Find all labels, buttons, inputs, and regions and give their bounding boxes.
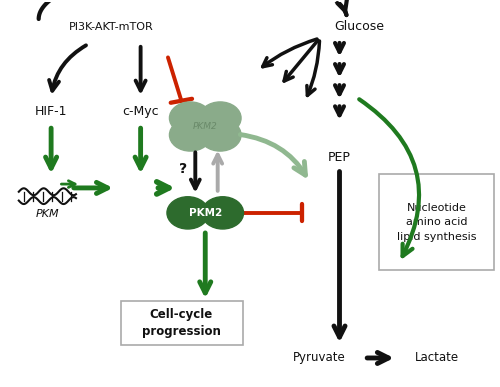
Text: PI3K-AKT-mTOR: PI3K-AKT-mTOR (68, 22, 153, 32)
Circle shape (170, 119, 211, 151)
FancyBboxPatch shape (380, 175, 494, 271)
Circle shape (200, 102, 241, 134)
Circle shape (200, 119, 241, 151)
Text: PEP: PEP (328, 151, 351, 164)
Text: Nucleotide
amino acid
lipid synthesis: Nucleotide amino acid lipid synthesis (396, 203, 476, 242)
Text: PKM: PKM (36, 209, 59, 219)
Circle shape (170, 102, 211, 134)
Text: Pyruvate: Pyruvate (293, 351, 346, 365)
FancyBboxPatch shape (120, 301, 242, 345)
Circle shape (167, 197, 208, 229)
Text: Glucose: Glucose (334, 20, 384, 33)
Text: c-Myc: c-Myc (122, 104, 159, 118)
Text: Cell-cycle
progression: Cell-cycle progression (142, 308, 221, 338)
Text: PKM2: PKM2 (193, 122, 218, 131)
Text: Lactate: Lactate (414, 351, 459, 365)
Text: PKM2: PKM2 (188, 208, 222, 218)
Text: ?: ? (179, 162, 187, 176)
Text: HIF-1: HIF-1 (35, 104, 68, 118)
Circle shape (202, 197, 243, 229)
